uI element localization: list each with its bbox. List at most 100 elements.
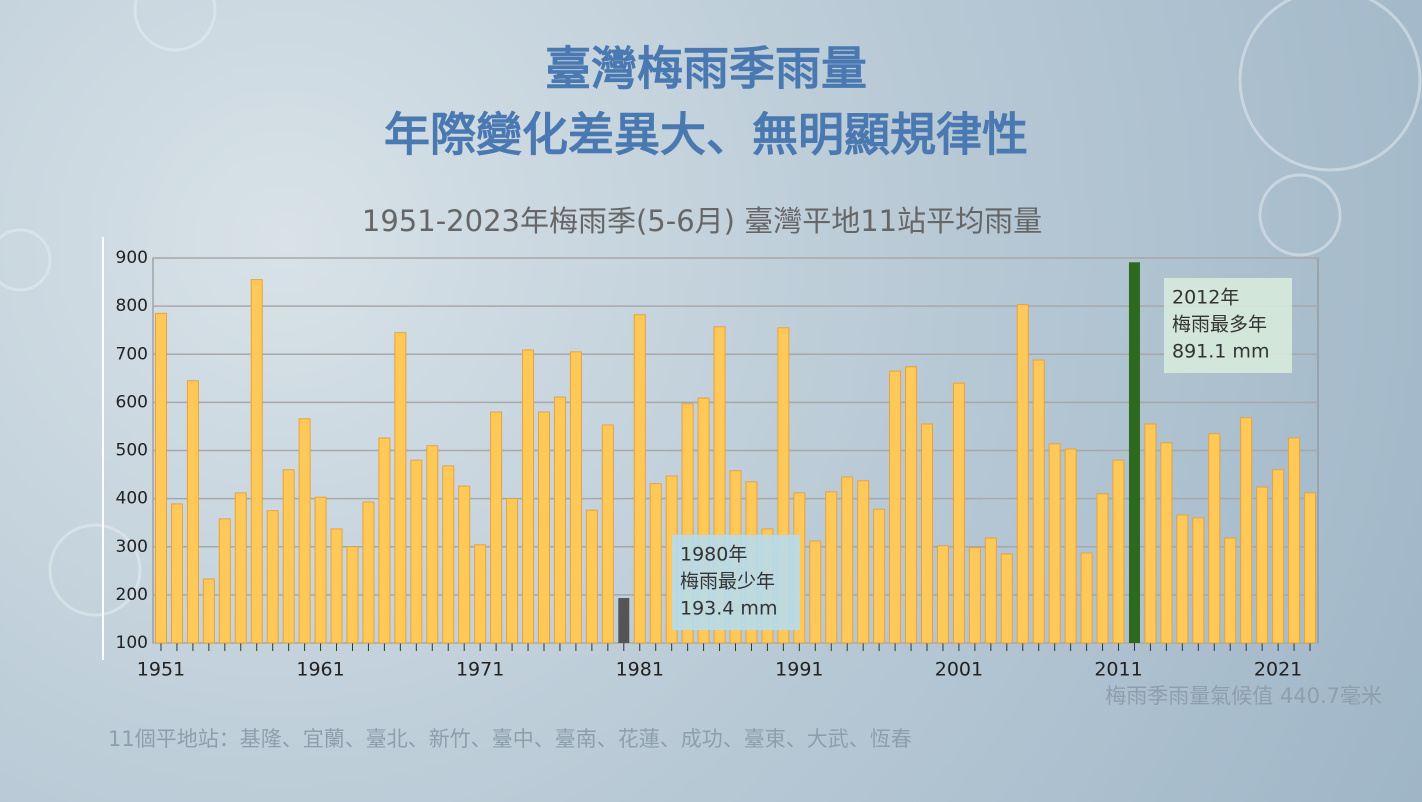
bar [618, 598, 630, 643]
x-tick-label: 1991 [775, 659, 823, 681]
annotation-text: 梅雨最少年 [680, 571, 775, 593]
annotation-text: 193.4 mm [680, 598, 777, 620]
x-tick-label: 1951 [137, 659, 185, 681]
bar [889, 370, 902, 644]
x-tick-label: 1981 [616, 659, 664, 681]
bar [857, 480, 870, 644]
bar [154, 312, 167, 644]
bar [809, 540, 822, 644]
y-tick-label: 600 [116, 392, 148, 412]
bar [1304, 492, 1317, 644]
y-tick-label: 700 [116, 344, 148, 364]
bar [777, 327, 790, 644]
bar [585, 509, 598, 644]
annotation-text: 1980年 [680, 544, 747, 566]
bar [1016, 304, 1029, 644]
bar [825, 491, 838, 644]
y-tick-label: 100 [116, 633, 148, 653]
bar [1128, 262, 1140, 643]
bar [442, 465, 455, 644]
bar [362, 501, 375, 644]
bar [1032, 359, 1045, 644]
bar [681, 403, 694, 644]
bar [1224, 537, 1237, 644]
bar [330, 528, 343, 644]
bar [633, 314, 646, 644]
bar [346, 546, 359, 644]
x-tick-label: 1961 [296, 659, 344, 681]
bar [314, 496, 327, 644]
bar [968, 547, 981, 644]
bar [936, 545, 949, 644]
bar [601, 424, 614, 644]
bar [1080, 552, 1093, 644]
bar [490, 411, 503, 644]
bar [1096, 493, 1109, 644]
bar [1064, 448, 1077, 644]
x-tick-label: 2001 [935, 659, 983, 681]
bar [841, 476, 854, 644]
bar [1176, 514, 1189, 644]
bar [186, 380, 199, 644]
bar [1240, 417, 1253, 644]
y-tick-label: 500 [116, 441, 148, 461]
bar [266, 510, 279, 644]
bar [474, 544, 487, 644]
x-tick-label: 2011 [1094, 659, 1142, 681]
annotation-text: 2012年 [1172, 287, 1239, 309]
y-tick-label: 900 [116, 248, 148, 268]
bar [426, 445, 439, 644]
decoration [0, 0, 1422, 617]
bar [506, 498, 519, 644]
subtitle: 年際變化差異大、無明顯規律性 [384, 108, 1028, 162]
y-tick-label: 200 [116, 585, 148, 605]
stations-note: 11個平地站：基隆、宜蘭、臺北、新竹、臺中、臺南、花蓮、成功、臺東、大武、恆春 [108, 727, 912, 751]
bar [1000, 553, 1013, 644]
bar [394, 332, 407, 644]
climate-note: 梅雨季雨量氣候值 440.7毫米 [1105, 684, 1382, 708]
bar [952, 382, 965, 644]
bar [984, 537, 997, 644]
bar [1288, 437, 1301, 644]
bar [234, 492, 247, 644]
bar [569, 351, 582, 644]
bar [553, 396, 566, 644]
bar [537, 411, 550, 644]
y-tick-label: 800 [116, 296, 148, 316]
bar [713, 326, 726, 644]
bar [282, 469, 295, 644]
bar [522, 349, 535, 644]
x-tick-label: 2021 [1254, 659, 1302, 681]
bar [458, 485, 471, 644]
annotation-text: 梅雨最多年 [1172, 314, 1267, 336]
bar [218, 518, 231, 644]
bar [905, 366, 918, 644]
bar [378, 437, 391, 644]
title: 臺灣梅雨季雨量 [545, 42, 867, 96]
annotation-box [672, 535, 800, 630]
chart-title: 1951-2023年梅雨季(5-6月) 臺灣平地11站平均雨量 [362, 204, 1042, 238]
bar [1208, 433, 1221, 644]
bar [1112, 459, 1125, 644]
bar [298, 418, 311, 644]
bar [1272, 469, 1285, 644]
bar [250, 279, 263, 644]
y-tick-label: 400 [116, 489, 148, 509]
x-tick-label: 1971 [456, 659, 504, 681]
annotation-box [1164, 278, 1292, 373]
bar [921, 423, 934, 644]
bar [1160, 442, 1173, 644]
bar [202, 578, 215, 644]
annotation-text: 891.1 mm [1172, 341, 1269, 363]
bar [1144, 423, 1157, 644]
bar [170, 503, 183, 644]
bar [697, 397, 710, 644]
bar [1256, 486, 1269, 644]
bar [1192, 517, 1205, 644]
bar [1048, 443, 1061, 644]
bar [410, 459, 423, 644]
y-tick-label: 300 [116, 537, 148, 557]
bar [873, 508, 886, 644]
